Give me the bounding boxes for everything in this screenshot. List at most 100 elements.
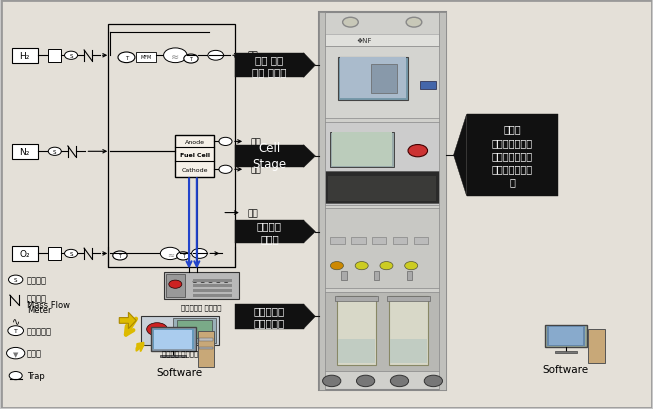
Text: 전지밸브: 전지밸브 — [27, 275, 47, 284]
Polygon shape — [454, 115, 467, 196]
Text: 체크밸브: 체크밸브 — [27, 293, 47, 302]
Circle shape — [219, 166, 232, 174]
Bar — [325, 35, 439, 47]
Bar — [390, 339, 427, 363]
Bar — [136, 53, 156, 63]
Bar — [338, 339, 375, 363]
Bar — [467, 115, 558, 196]
Bar — [351, 237, 366, 245]
Circle shape — [208, 51, 223, 61]
Bar — [372, 237, 387, 245]
Bar — [193, 294, 232, 297]
Circle shape — [208, 281, 212, 283]
Bar — [199, 347, 213, 349]
Circle shape — [65, 52, 78, 60]
Bar — [414, 237, 428, 245]
Bar — [325, 172, 439, 203]
Text: Trap: Trap — [27, 371, 44, 380]
Bar — [175, 135, 214, 178]
Bar — [420, 82, 436, 90]
Bar — [151, 328, 196, 351]
Bar — [12, 246, 38, 262]
Circle shape — [161, 248, 180, 260]
Bar — [193, 279, 232, 282]
Bar — [588, 329, 605, 364]
Circle shape — [48, 148, 61, 156]
Bar — [545, 325, 587, 347]
Text: 배기: 배기 — [250, 165, 261, 174]
Bar — [235, 304, 304, 329]
Bar — [393, 237, 407, 245]
Circle shape — [113, 252, 127, 261]
Text: T: T — [189, 57, 193, 62]
Bar — [371, 65, 397, 93]
Text: T: T — [14, 328, 18, 333]
Circle shape — [424, 375, 443, 387]
Circle shape — [200, 281, 204, 283]
Bar — [407, 271, 412, 280]
Text: Software: Software — [543, 364, 589, 374]
Text: Software: Software — [157, 367, 203, 378]
Bar — [12, 48, 38, 64]
Text: Cathode: Cathode — [182, 167, 208, 172]
Bar — [199, 338, 213, 341]
Text: 임피던스 측정장치: 임피던스 측정장치 — [162, 349, 198, 356]
Bar — [328, 176, 436, 201]
Circle shape — [406, 18, 422, 28]
Bar — [547, 326, 585, 346]
Bar — [439, 13, 446, 390]
Circle shape — [219, 138, 232, 146]
Circle shape — [183, 55, 198, 64]
Bar — [554, 351, 577, 353]
Text: 배기: 배기 — [247, 209, 258, 218]
Circle shape — [408, 145, 428, 157]
Circle shape — [9, 372, 22, 380]
Bar — [374, 271, 379, 280]
Circle shape — [65, 250, 78, 258]
Text: S: S — [69, 54, 73, 58]
Bar — [153, 329, 193, 350]
Bar — [155, 330, 192, 349]
Bar — [335, 296, 378, 301]
Bar — [322, 292, 443, 371]
Text: 배기: 배기 — [247, 52, 258, 61]
Bar — [161, 355, 186, 357]
Bar — [322, 122, 443, 205]
Text: N₂: N₂ — [20, 147, 30, 156]
Bar — [164, 272, 238, 299]
Bar — [330, 237, 345, 245]
Text: 온도조절기: 온도조절기 — [27, 326, 52, 335]
Text: T: T — [118, 253, 121, 258]
Circle shape — [176, 252, 189, 261]
Circle shape — [380, 262, 393, 270]
Bar — [141, 317, 219, 345]
Text: O₂: O₂ — [20, 249, 30, 258]
Text: S: S — [14, 277, 18, 282]
Bar — [173, 319, 215, 343]
Circle shape — [224, 281, 228, 283]
Circle shape — [355, 262, 368, 270]
Polygon shape — [304, 304, 315, 329]
Text: Fuel Cell: Fuel Cell — [180, 153, 210, 157]
Text: ∿: ∿ — [12, 317, 20, 327]
Circle shape — [169, 281, 182, 289]
Bar — [340, 58, 406, 99]
Text: S: S — [53, 149, 57, 155]
Text: 측정부
발전특성분석기
임피던스측정기
전기특성분석기
등: 측정부 발전특성분석기 임피던스측정기 전기특성분석기 등 — [492, 124, 533, 187]
Bar — [389, 296, 428, 365]
Circle shape — [7, 348, 25, 359]
Bar — [332, 133, 392, 166]
Bar — [387, 296, 430, 301]
Text: T: T — [182, 254, 185, 259]
Text: 가스공급
제어부: 가스공급 제어부 — [257, 221, 282, 243]
Text: Cell
Stage: Cell Stage — [253, 142, 287, 171]
Bar — [198, 331, 214, 368]
Bar — [338, 58, 408, 101]
Circle shape — [8, 275, 23, 284]
Text: Meter: Meter — [27, 306, 51, 315]
Circle shape — [405, 262, 418, 270]
Circle shape — [216, 281, 220, 283]
Bar — [549, 327, 583, 345]
Bar — [342, 271, 347, 280]
Circle shape — [390, 375, 409, 387]
